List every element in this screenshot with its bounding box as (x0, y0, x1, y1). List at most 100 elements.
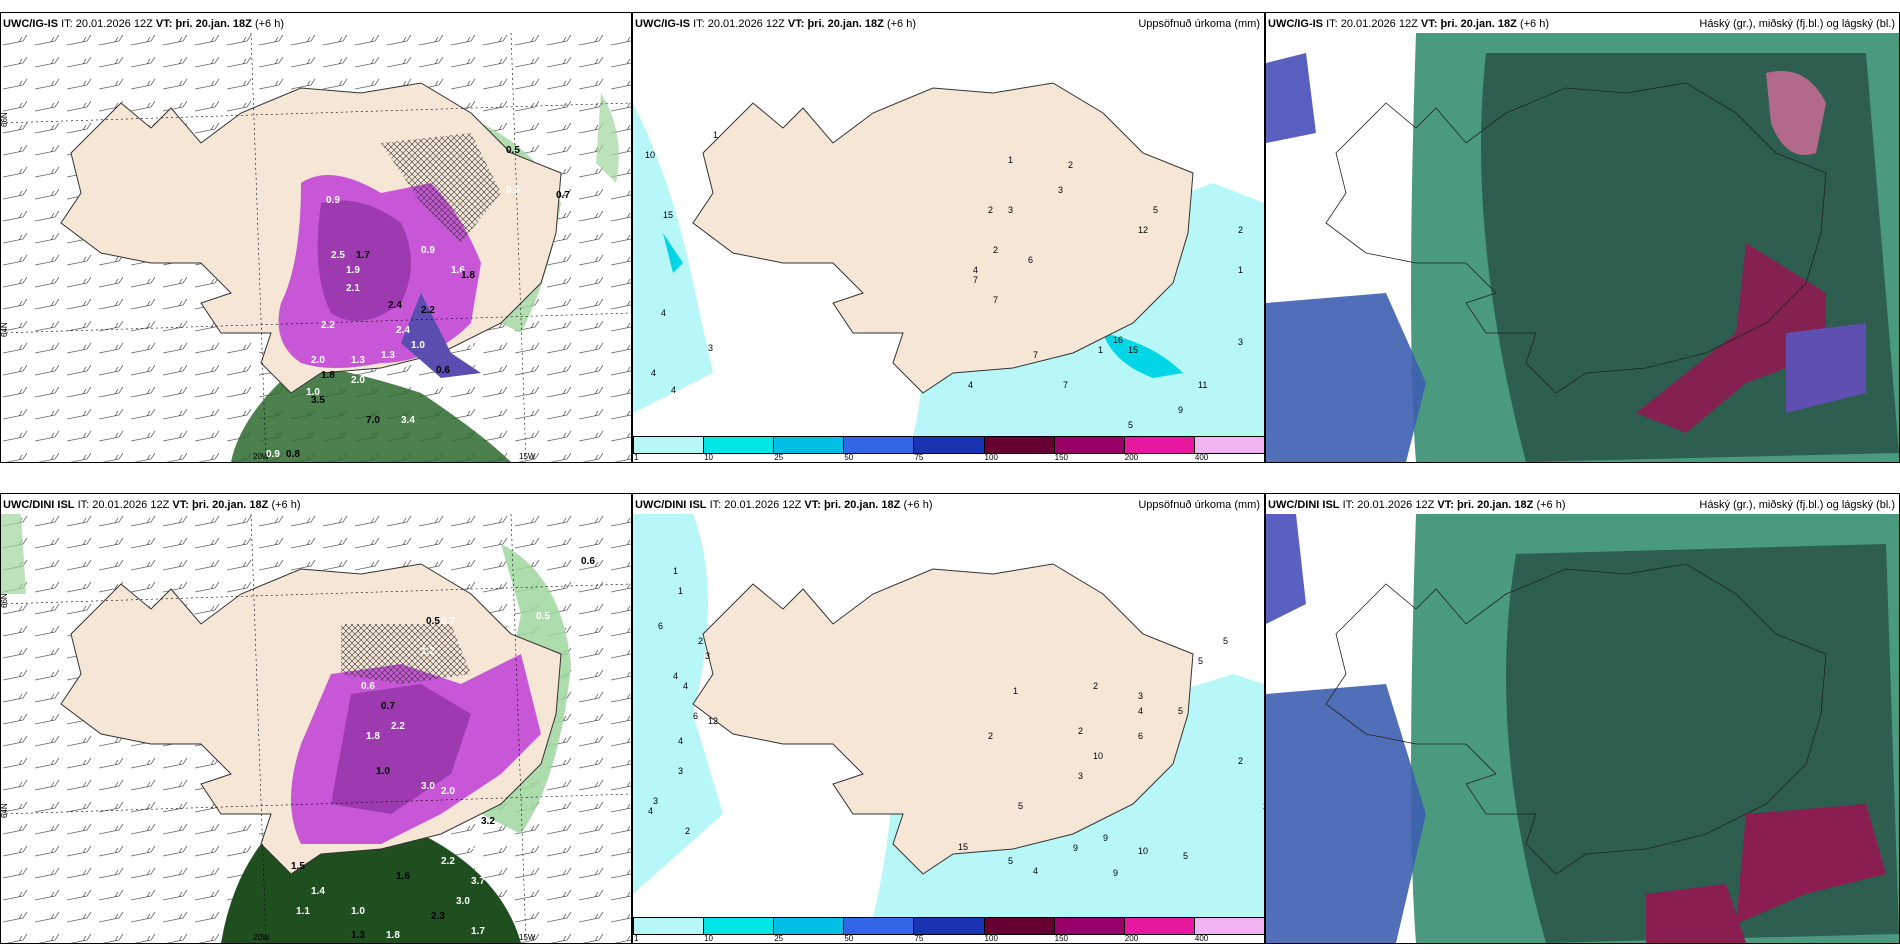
panel-header: UWC/DINI ISL IT: 20.01.2026 12Z VT: þri.… (633, 494, 1264, 514)
precip-value-label: 3 (678, 766, 683, 776)
precip-value-label: 1.8 (386, 930, 400, 941)
precip-value-label: 0.5 (556, 160, 570, 171)
colorbar-tick: 75 (914, 934, 924, 943)
precip-value-label: 6 (693, 711, 698, 721)
precip-value-label: 3 (1138, 691, 1143, 701)
precip-value-label: 2 (988, 205, 993, 215)
precip-value-label: 1.7 (356, 250, 370, 261)
precip-value-label: 1.8 (461, 270, 475, 281)
precip-value-label: 5 (1223, 636, 1228, 646)
precip-value-label: 1.3 (351, 355, 365, 366)
precip-value-label: 4 (968, 380, 973, 390)
precip-value-label: 1 (1098, 345, 1103, 355)
precip-value-label: 10 (1138, 846, 1148, 856)
panel-wind-precip-igis: UWC/IG-IS IT: 20.01.2026 12Z VT: þri. 20… (0, 12, 632, 463)
precip-value-label: 3 (1078, 771, 1083, 781)
map-wind-precip: 66N 64N 20W 15W 0.60.50.70.51.20.60.72.2… (1, 514, 631, 943)
precip-value-label: 4 (648, 806, 653, 816)
precip-value-label: 7.0 (366, 415, 380, 426)
precip-value-label: 0.9 (266, 449, 280, 460)
colorbar-swatch (843, 436, 915, 454)
colorbar-tick: 100 (984, 453, 998, 462)
colorbar-tick: 1 (634, 934, 639, 943)
precip-value-label: 7 (973, 275, 978, 285)
precip-value-label: 2 (1093, 681, 1098, 691)
precip-value-label: 1.7 (471, 926, 485, 937)
precip-value-label: 4 (1033, 866, 1038, 876)
precip-value-label: 3 (653, 796, 658, 806)
colorbar-tick: 1 (634, 453, 639, 462)
colorbar-tick: 10 (704, 934, 714, 943)
precip-value-label: 15 (958, 842, 968, 852)
precip-value-label: 5 (1008, 856, 1013, 866)
panel-accum-precip-igis: UWC/IG-IS IT: 20.01.2026 12Z VT: þri. 20… (632, 12, 1265, 463)
precip-value-label: 2.5 (331, 250, 345, 261)
precip-value-label: 0.9 (326, 195, 340, 206)
precip-value-label: 2.1 (346, 283, 360, 294)
precip-value-label: 0.6 (361, 681, 375, 692)
precip-value-label: 2 (988, 731, 993, 741)
panel-header: UWC/IG-IS IT: 20.01.2026 12Z VT: þri. 20… (1266, 13, 1899, 33)
precip-value-label: 2.4 (396, 325, 410, 336)
precip-value-label: 1 (1238, 265, 1243, 275)
lon-label-15: 15W (519, 452, 536, 461)
colorbar-tick: 10 (704, 453, 714, 462)
precip-value-label: 0.8 (286, 449, 300, 460)
colorbar-swatch (913, 436, 985, 454)
precip-value-label: 1 (713, 130, 718, 140)
colorbar-swatch (633, 436, 705, 454)
lon-label-20: 20W (253, 933, 270, 942)
precip-value-label: 2.4 (388, 300, 402, 311)
precip-value-label: 0.6 (581, 556, 595, 567)
colorbar-tick: 50 (844, 934, 854, 943)
precip-value-label: 1.8 (366, 731, 380, 742)
precip-value-label: 1.3 (381, 350, 395, 361)
precip-value-label: 0.9 (421, 245, 435, 256)
precip-value-label: 12 (1138, 225, 1148, 235)
map-wind-precip: 66N 64N 20W 15W 0.5 0.5 0.6 0.7 0.9 2.5 1.7 1.9… (1, 33, 631, 462)
precip-value-label: 0.5 (426, 616, 440, 627)
precip-value-label: 2 (1263, 801, 1264, 811)
precip-value-label: 3.4 (401, 415, 415, 426)
precip-value-label: 3 (1058, 185, 1063, 195)
precip-value-label: 0.6 (471, 345, 485, 356)
precip-value-label: 5 (1128, 420, 1133, 430)
precip-value-label: 0.7 (556, 190, 570, 201)
precip-value-label: 6.3 (461, 375, 475, 386)
precip-value-label: 1.0 (411, 340, 425, 351)
precip-value-label: 0.6 (506, 185, 520, 196)
iceland-landmass (692, 563, 1194, 875)
precip-value-label: 7 (1063, 380, 1068, 390)
precip-value-label: 4 (661, 308, 666, 318)
precip-value-label: 1.5 (291, 861, 305, 872)
precip-value-label: 3 (705, 651, 710, 661)
lat-label-66: 66N (1, 593, 9, 608)
panel-wind-precip-dini: UWC/DINI ISL IT: 20.01.2026 12Z VT: þri.… (0, 493, 632, 944)
precip-value-label: 2.2 (421, 305, 435, 316)
precip-labels: 0.60.50.70.51.20.60.72.21.81.03.0 2.03.22… (291, 556, 595, 941)
colorbar-swatch (843, 917, 915, 935)
panel-header: UWC/DINI ISL IT: 20.01.2026 12Z VT: þri.… (1266, 494, 1899, 514)
colorbar-tick: 25 (774, 453, 784, 462)
precip-value-label: 11 (1198, 380, 1207, 390)
precip-value-label: 4 (683, 681, 688, 691)
colorbar-swatch (703, 917, 775, 935)
precip-value-label: 9 (1178, 405, 1183, 415)
precip-value-label: 2 (993, 245, 998, 255)
precip-value-label: 1.9 (346, 265, 360, 276)
precip-value-label: 9 (1103, 833, 1108, 843)
precip-value-label: 1.4 (311, 886, 325, 897)
precip-value-label: 3.2 (481, 816, 495, 827)
colorbar-swatch (1193, 436, 1264, 454)
lat-label-64: 64N (1, 803, 9, 818)
precip-value-label: 5 (1198, 656, 1203, 666)
precip-value-label: 2 (698, 636, 703, 646)
precip-value-label: 6 (658, 621, 663, 631)
colorbar: 1 10 25 50 75 100 150 200 400 (633, 917, 1264, 943)
precip-value-label: 0.5 (536, 611, 550, 622)
map-clouds (1266, 33, 1899, 462)
lat-label-64: 64N (1, 322, 9, 337)
precip-value-label: 1.2 (421, 646, 435, 657)
